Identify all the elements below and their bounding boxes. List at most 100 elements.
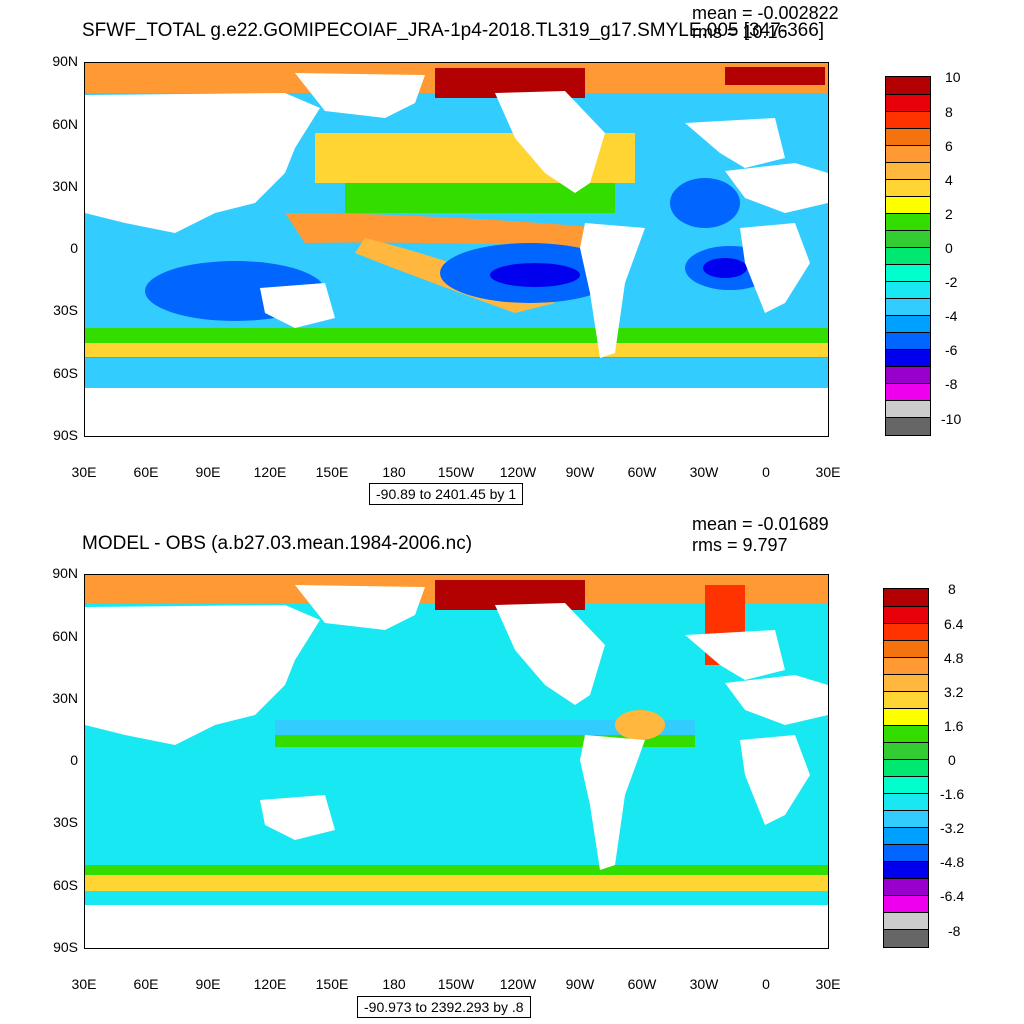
lon-label: 60W [627, 464, 657, 480]
lat-label: 60S [53, 365, 78, 381]
lat-label: 0 [70, 752, 78, 768]
lat-label: 90N [52, 565, 78, 581]
bottom-map [84, 574, 829, 949]
colorbar-label: 10 [945, 69, 961, 85]
lon-label: 120W [499, 464, 537, 480]
colorbar-label: -3.2 [940, 820, 965, 836]
colorbar-label: 4.8 [944, 650, 964, 666]
bottom-colorbar [883, 588, 929, 948]
colorbar-label: -6 [945, 342, 958, 358]
lon-label: 120W [499, 976, 537, 992]
colorbar-segment [884, 896, 928, 913]
colorbar-label: -4 [945, 308, 958, 324]
colorbar-segment [886, 282, 930, 299]
colorbar-segment [884, 760, 928, 777]
colorbar-segment [884, 879, 928, 896]
colorbar-segment [884, 607, 928, 624]
colorbar-segment [886, 350, 930, 367]
lon-label: 30W [689, 976, 719, 992]
colorbar-segment [886, 129, 930, 146]
top-panel: SFWF_TOTAL g.e22.GOMIPECOIAF_JRA-1p4-201… [52, 3, 962, 505]
colorbar-segment [886, 333, 930, 350]
colorbar-label: 0 [948, 752, 956, 768]
colorbar-segment [884, 726, 928, 743]
colorbar-segment [886, 367, 930, 384]
top-colorbar [885, 76, 931, 436]
top-map-field [85, 63, 828, 436]
top-range-box: -90.89 to 2401.45 by 1 [369, 483, 524, 505]
colorbar-segment [886, 95, 930, 112]
colorbar-segment [884, 862, 928, 879]
colorbar-label: -10 [941, 411, 962, 427]
lat-label: 30S [53, 814, 78, 830]
colorbar-segment [884, 777, 928, 794]
lat-label: 60N [52, 628, 78, 644]
bottom-map-field [85, 575, 828, 948]
colorbar-label: -8 [945, 376, 958, 392]
bottom-mean: mean = -0.01689 [692, 514, 829, 534]
colorbar-label: -8 [948, 923, 961, 939]
colorbar-segment [886, 418, 930, 435]
colorbar-segment [886, 180, 930, 197]
lon-label: 180 [382, 464, 406, 480]
colorbar-label: 6.4 [944, 616, 964, 632]
colorbar-label: -1.6 [940, 786, 965, 802]
top-mean: mean = -0.002822 [692, 3, 839, 23]
lat-label: 60S [53, 877, 78, 893]
colorbar-segment [884, 930, 928, 947]
lon-label: 60W [627, 976, 657, 992]
colorbar-segment [886, 77, 930, 95]
lon-label: 90W [565, 976, 595, 992]
colorbar-segment [884, 658, 928, 675]
colorbar-segment [886, 146, 930, 163]
colorbar-segment [886, 401, 930, 418]
top-title: SFWF_TOTAL g.e22.GOMIPECOIAF_JRA-1p4-201… [82, 20, 825, 41]
lat-label: 90N [52, 53, 78, 69]
top-rms: rms = 10.16 [692, 22, 788, 42]
lon-label: 180 [382, 976, 406, 992]
lon-label: 120E [253, 976, 287, 992]
lon-label: 150W [437, 464, 475, 480]
lon-label: 30E [71, 976, 97, 992]
lon-label: 30E [71, 464, 97, 480]
lon-label: 0 [762, 976, 770, 992]
lon-label: 90E [195, 464, 221, 480]
colorbar-segment [884, 845, 928, 862]
lat-label: 90S [53, 427, 78, 443]
colorbar-segment [884, 913, 928, 930]
colorbar-segment [886, 112, 930, 129]
lon-label: 150E [315, 976, 349, 992]
colorbar-label: -4.8 [940, 854, 965, 870]
bottom-range-box: -90.973 to 2392.293 by .8 [357, 996, 531, 1018]
colorbar-segment [884, 641, 928, 658]
colorbar-segment [884, 692, 928, 709]
lon-label: 0 [762, 464, 770, 480]
lat-label: 60N [52, 116, 78, 132]
colorbar-segment [886, 197, 930, 214]
colorbar-label: 8 [948, 581, 956, 597]
colorbar-segment [884, 624, 928, 641]
colorbar-label: -2 [945, 274, 958, 290]
colorbar-segment [886, 384, 930, 401]
colorbar-label: 0 [945, 240, 953, 256]
colorbar-label: 8 [945, 104, 953, 120]
bottom-panel: MODEL - OBS (a.b27.03.mean.1984-2006.nc)… [0, 512, 1024, 1024]
colorbar-segment [884, 709, 928, 726]
colorbar-segment [884, 811, 928, 828]
colorbar-segment [884, 743, 928, 760]
colorbar-segment [886, 248, 930, 265]
lon-label: 150E [315, 464, 349, 480]
lat-label: 90S [53, 939, 78, 955]
lat-label: 30S [53, 302, 78, 318]
colorbar-segment [886, 163, 930, 180]
colorbar-label: -6.4 [940, 888, 965, 904]
lon-label: 60E [133, 976, 159, 992]
lon-label: 30W [689, 464, 719, 480]
lat-label: 0 [70, 240, 78, 256]
colorbar-label: 3.2 [944, 684, 964, 700]
lat-label: 30N [52, 690, 78, 706]
colorbar-label: 6 [945, 138, 953, 154]
bottom-rms: rms = 9.797 [692, 535, 788, 555]
colorbar-segment [886, 299, 930, 316]
colorbar-label: 4 [945, 172, 953, 188]
